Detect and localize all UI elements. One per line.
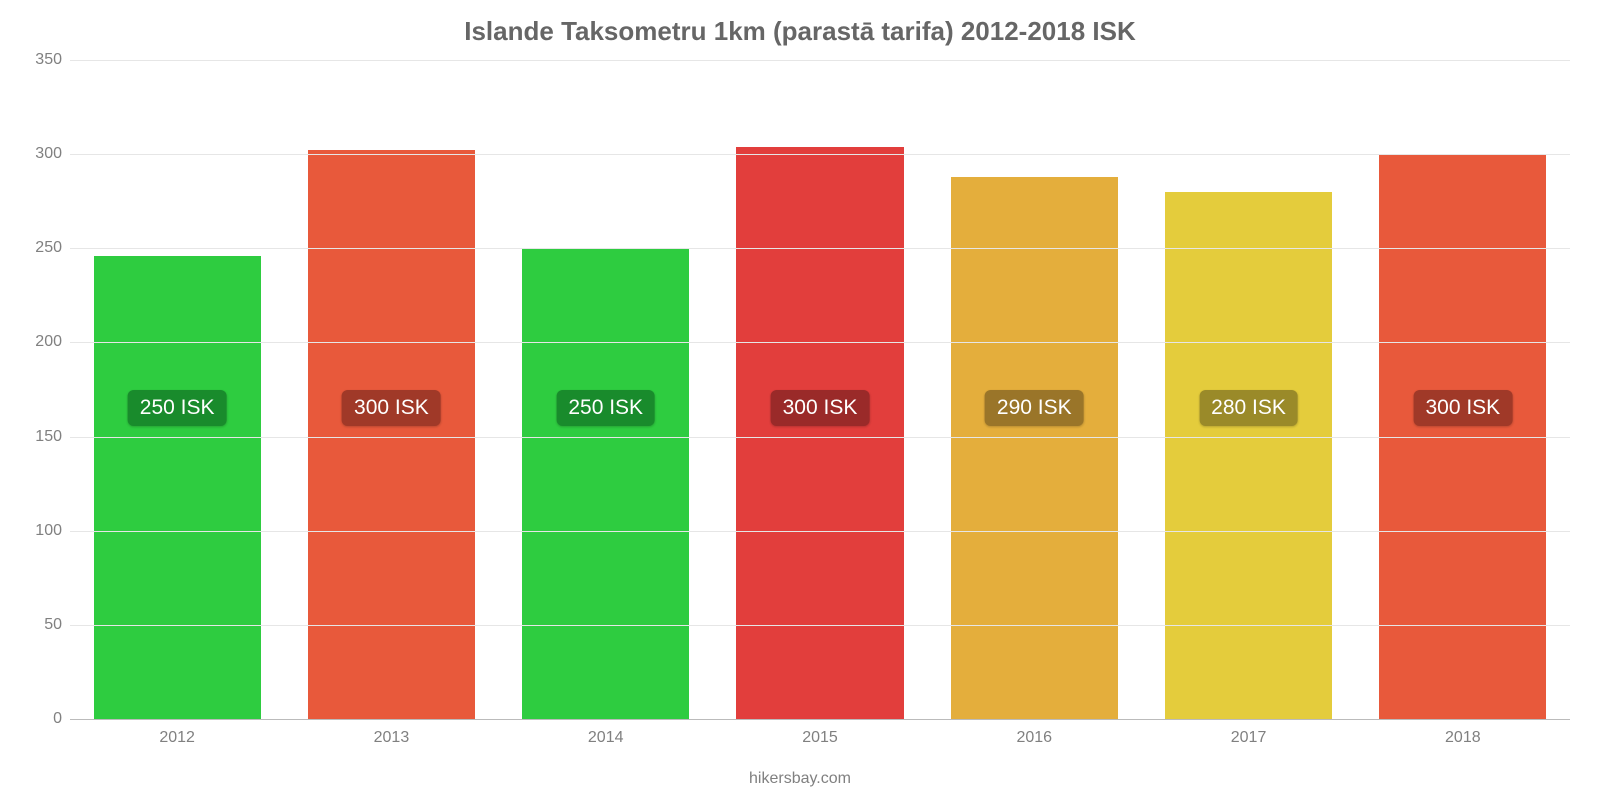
bar — [736, 147, 903, 719]
grid-line — [70, 60, 1570, 61]
bar — [94, 256, 261, 719]
bar-value-badge: 300 ISK — [771, 390, 870, 426]
bars-group: 250 ISK2012300 ISK2013250 ISK2014300 ISK… — [70, 60, 1570, 719]
bar — [308, 150, 475, 719]
x-tick-label: 2016 — [1016, 719, 1052, 747]
grid-line — [70, 248, 1570, 249]
y-tick-label: 50 — [44, 616, 70, 634]
y-tick-label: 0 — [53, 710, 70, 728]
bar-value-badge: 300 ISK — [342, 390, 441, 426]
y-tick-label: 100 — [35, 522, 70, 540]
x-tick-label: 2018 — [1445, 719, 1481, 747]
grid-line — [70, 342, 1570, 343]
plot-area: 250 ISK2012300 ISK2013250 ISK2014300 ISK… — [70, 60, 1570, 720]
x-tick-label: 2013 — [374, 719, 410, 747]
bar-slot: 250 ISK2012 — [70, 60, 284, 719]
bar-slot: 300 ISK2018 — [1356, 60, 1570, 719]
y-tick-label: 300 — [35, 145, 70, 163]
bar — [522, 248, 689, 719]
grid-line — [70, 154, 1570, 155]
bar — [1165, 192, 1332, 719]
x-tick-label: 2017 — [1231, 719, 1267, 747]
bar-value-badge: 300 ISK — [1413, 390, 1512, 426]
x-tick-label: 2015 — [802, 719, 838, 747]
chart-title: Islande Taksometru 1km (parastā tarifa) … — [0, 16, 1600, 47]
bar — [951, 177, 1118, 719]
bar-slot: 290 ISK2016 — [927, 60, 1141, 719]
bar-value-badge: 250 ISK — [556, 390, 655, 426]
grid-line — [70, 625, 1570, 626]
grid-line — [70, 437, 1570, 438]
bar-slot: 250 ISK2014 — [499, 60, 713, 719]
bar-slot: 300 ISK2015 — [713, 60, 927, 719]
bar-slot: 280 ISK2017 — [1141, 60, 1355, 719]
bar-slot: 300 ISK2013 — [284, 60, 498, 719]
bar-value-badge: 280 ISK — [1199, 390, 1298, 426]
y-tick-label: 350 — [35, 51, 70, 69]
attribution-text: hikersbay.com — [0, 770, 1600, 788]
bar-value-badge: 290 ISK — [985, 390, 1084, 426]
y-tick-label: 250 — [35, 239, 70, 257]
x-tick-label: 2012 — [159, 719, 195, 747]
chart-container: Islande Taksometru 1km (parastā tarifa) … — [0, 0, 1600, 800]
x-tick-label: 2014 — [588, 719, 624, 747]
bar-value-badge: 250 ISK — [128, 390, 227, 426]
y-tick-label: 150 — [35, 428, 70, 446]
y-tick-label: 200 — [35, 333, 70, 351]
grid-line — [70, 531, 1570, 532]
